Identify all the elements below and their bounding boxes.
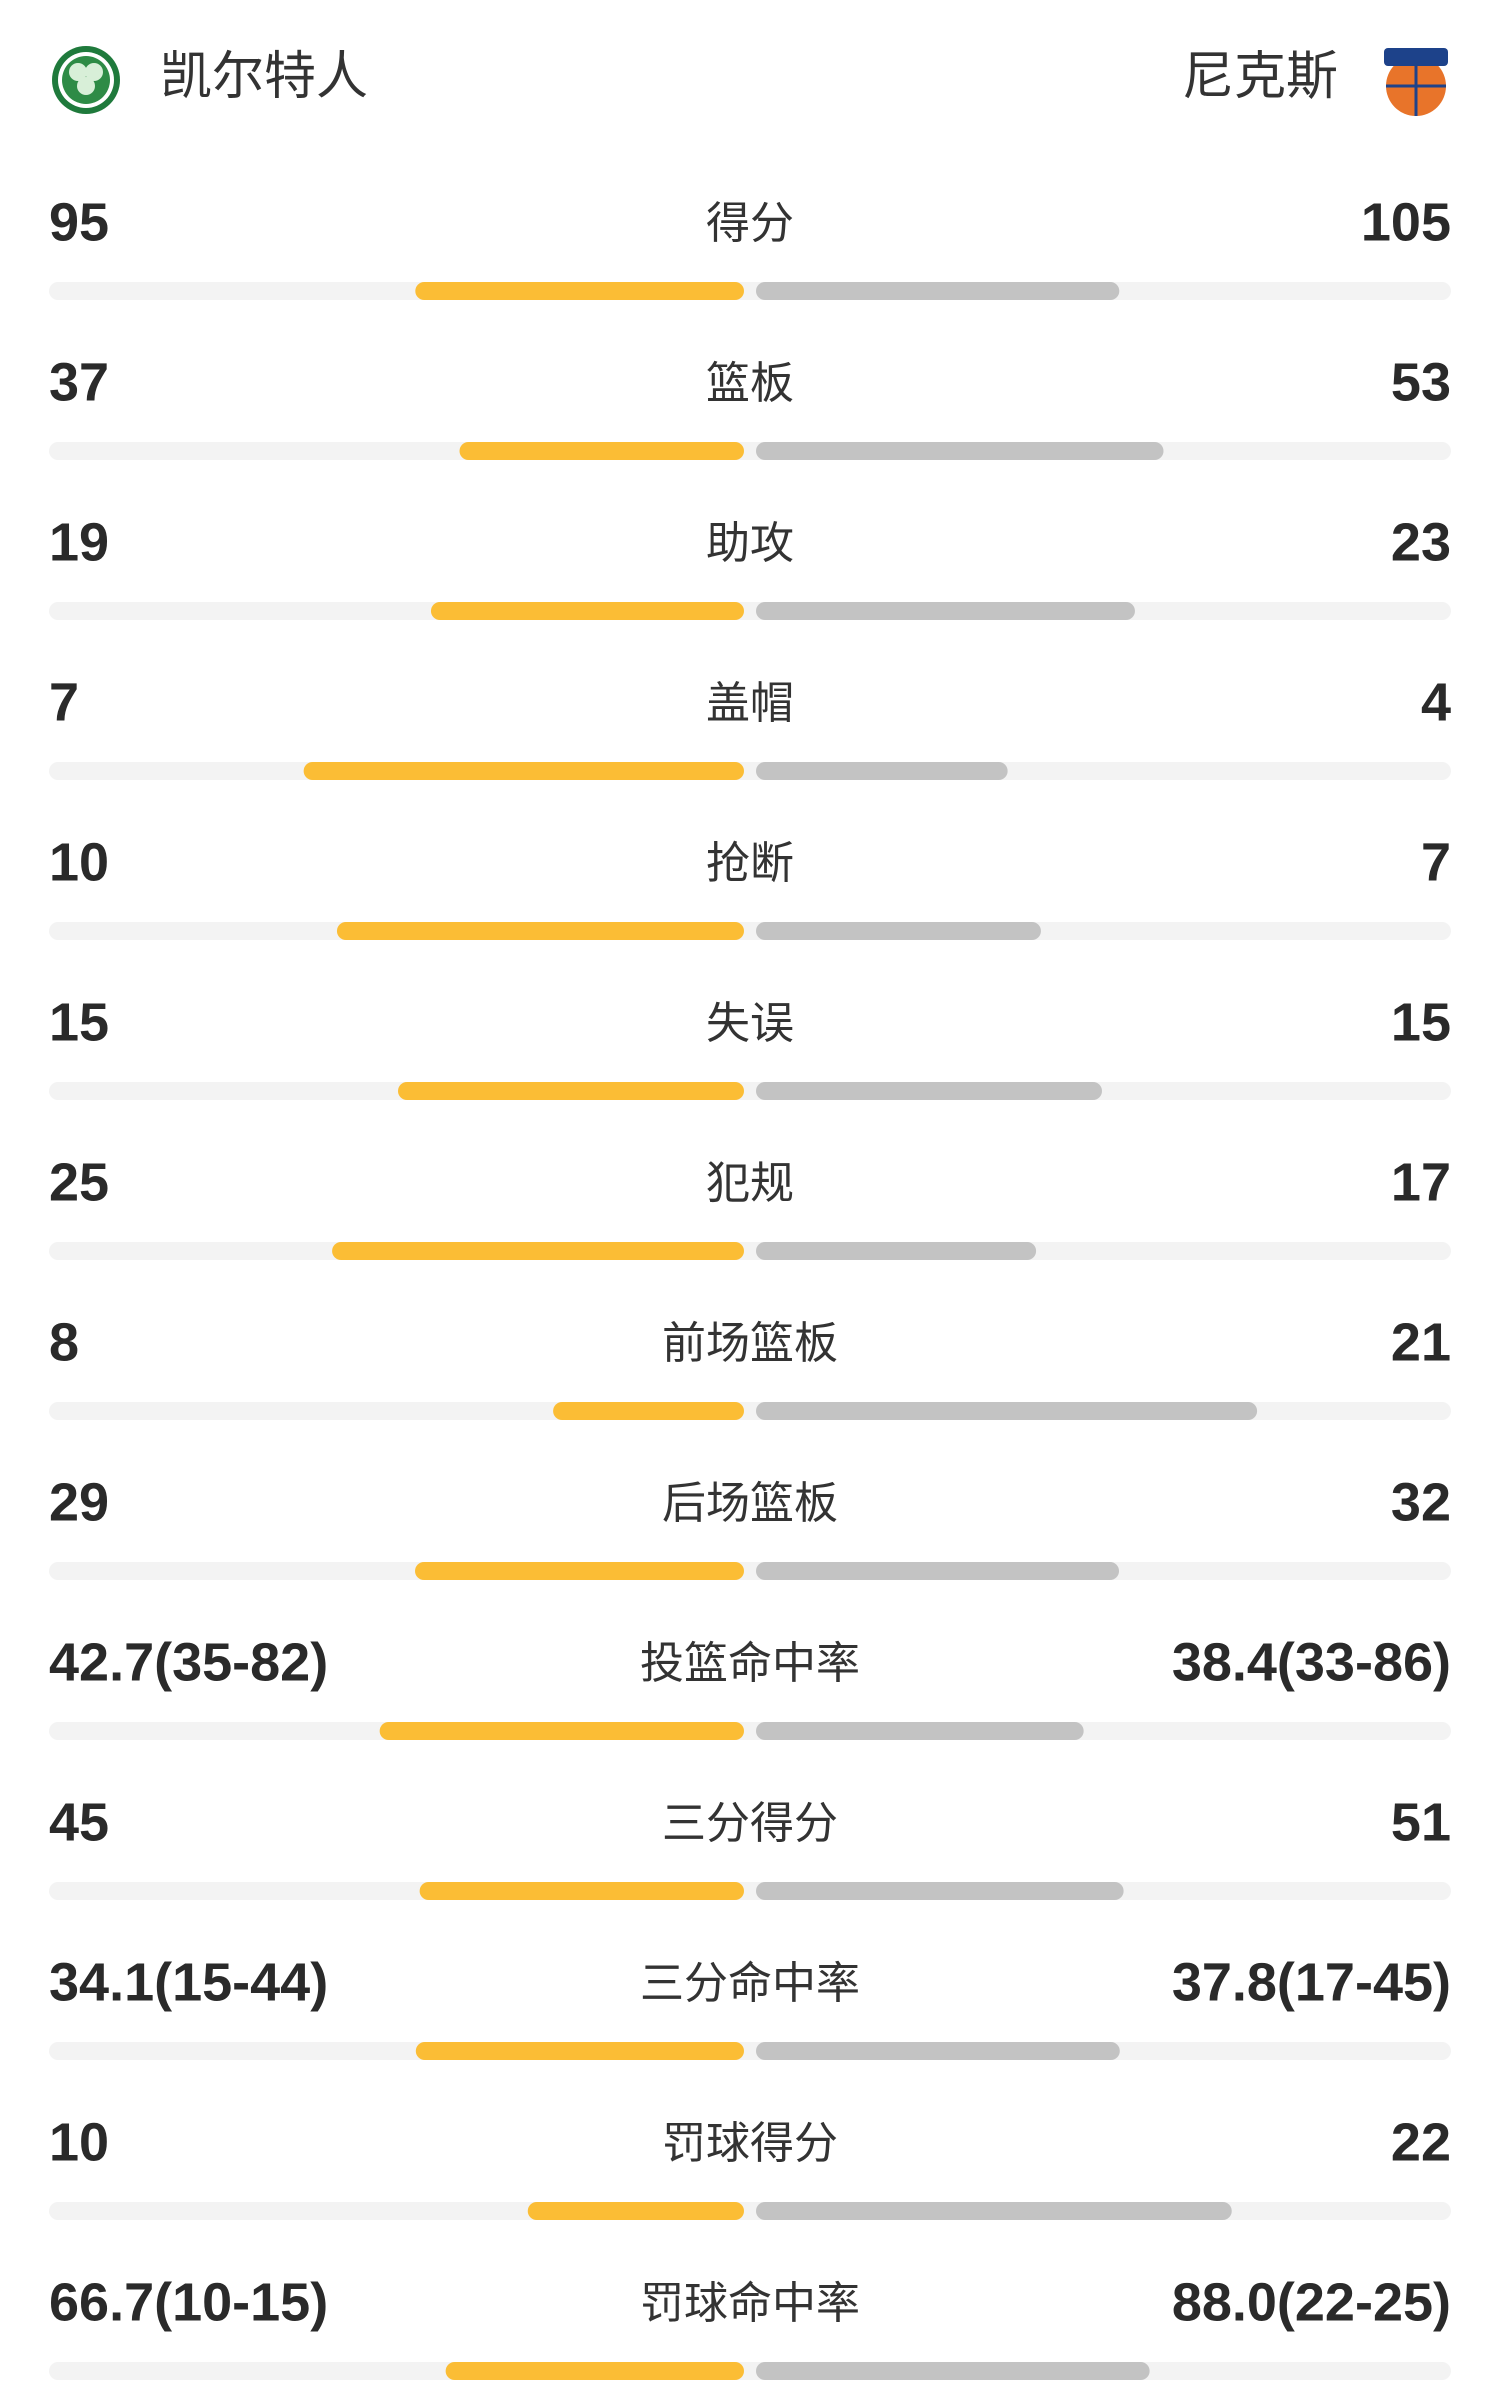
- home-bar: [336, 922, 744, 940]
- stat-label: 三分得分: [662, 1798, 838, 1849]
- away-value: 53: [1391, 352, 1451, 412]
- away-bar: [756, 282, 1120, 300]
- home-logo: [52, 46, 120, 114]
- home-team: 凯尔特人: [160, 47, 368, 107]
- home-value: 7: [49, 672, 79, 732]
- away-value: 21: [1391, 1312, 1451, 1372]
- home-value: 34.1(15-44): [49, 1952, 328, 2012]
- away-bar: [756, 762, 1008, 780]
- bar-track: [49, 282, 1451, 300]
- home-bar: [332, 1242, 744, 1260]
- away-value: 37.8(17-45): [1172, 1952, 1451, 2012]
- bar-track: [49, 2202, 1451, 2220]
- away-bar: [756, 1882, 1124, 1900]
- away-bar: [756, 442, 1164, 460]
- home-value: 10: [49, 2112, 109, 2172]
- home-bar: [415, 282, 744, 300]
- stat-label: 投篮命中率: [640, 1638, 860, 1689]
- away-bar: [756, 2042, 1120, 2060]
- away-value: 23: [1391, 512, 1451, 572]
- away-team: 尼克斯: [1182, 47, 1338, 107]
- away-value: 38.4(33-86): [1172, 1632, 1451, 1692]
- home-bar: [303, 762, 744, 780]
- bar-track: [49, 1882, 1451, 1900]
- home-value: 10: [49, 832, 109, 892]
- home-value: 95: [49, 192, 109, 252]
- away-bar: [756, 1722, 1084, 1740]
- home-value: 15: [49, 992, 109, 1052]
- away-bar: [756, 602, 1135, 620]
- away-value: 88.0(22-25): [1172, 2272, 1451, 2332]
- home-bar: [553, 1402, 744, 1420]
- bar-track: [49, 2042, 1451, 2060]
- home-bar: [415, 1562, 744, 1580]
- home-value: 37: [49, 352, 109, 412]
- home-bar: [415, 2042, 744, 2060]
- bar-track: [49, 762, 1451, 780]
- bar-track: [49, 2362, 1451, 2380]
- stat-label: 三分命中率: [640, 1958, 860, 2009]
- home-bar: [459, 442, 744, 460]
- away-bar: [756, 1402, 1258, 1420]
- home-value: 42.7(35-82): [49, 1632, 328, 1692]
- away-logo: [1384, 48, 1448, 116]
- away-value: 22: [1391, 2112, 1451, 2172]
- bar-track: [49, 922, 1451, 940]
- home-bar: [379, 1722, 744, 1740]
- away-value: 17: [1391, 1152, 1451, 1212]
- stat-label: 犯规: [706, 1158, 794, 1209]
- away-bar: [756, 2362, 1150, 2380]
- stat-label: 得分: [706, 198, 794, 249]
- away-value: 51: [1391, 1792, 1451, 1852]
- away-bar: [756, 1082, 1102, 1100]
- away-bar: [756, 922, 1041, 940]
- stat-label: 前场篮板: [662, 1318, 838, 1369]
- home-value: 19: [49, 512, 109, 572]
- away-bar: [756, 1562, 1120, 1580]
- home-bar: [527, 2202, 744, 2220]
- away-value: 32: [1391, 1472, 1451, 1532]
- stat-label: 盖帽: [706, 678, 794, 729]
- bar-track: [49, 442, 1451, 460]
- bar-track: [49, 1562, 1451, 1580]
- bar-track: [49, 1242, 1451, 1260]
- home-value: 66.7(10-15): [49, 2272, 328, 2332]
- stat-label: 助攻: [706, 518, 794, 569]
- stat-label: 抢断: [706, 838, 794, 889]
- home-bar: [430, 602, 744, 620]
- away-value: 7: [1421, 832, 1451, 892]
- home-value: 29: [49, 1472, 109, 1532]
- away-value: 15: [1391, 992, 1451, 1052]
- home-value: 25: [49, 1152, 109, 1212]
- home-value: 8: [49, 1312, 79, 1372]
- stat-label: 篮板: [706, 358, 794, 409]
- bar-track: [49, 602, 1451, 620]
- home-bar: [445, 2362, 744, 2380]
- away-bar: [756, 1242, 1037, 1260]
- home-bar: [398, 1082, 744, 1100]
- away-bar: [756, 2202, 1232, 2220]
- away-value: 105: [1361, 192, 1451, 252]
- bar-track: [49, 1082, 1451, 1100]
- away-value: 4: [1421, 672, 1451, 732]
- bar-track: [49, 1722, 1451, 1740]
- home-bar: [419, 1882, 744, 1900]
- home-value: 45: [49, 1792, 109, 1852]
- stat-label: 罚球得分: [662, 2118, 838, 2169]
- stat-label: 失误: [706, 998, 794, 1049]
- stat-label: 后场篮板: [662, 1478, 838, 1529]
- stat-label: 罚球命中率: [640, 2278, 860, 2329]
